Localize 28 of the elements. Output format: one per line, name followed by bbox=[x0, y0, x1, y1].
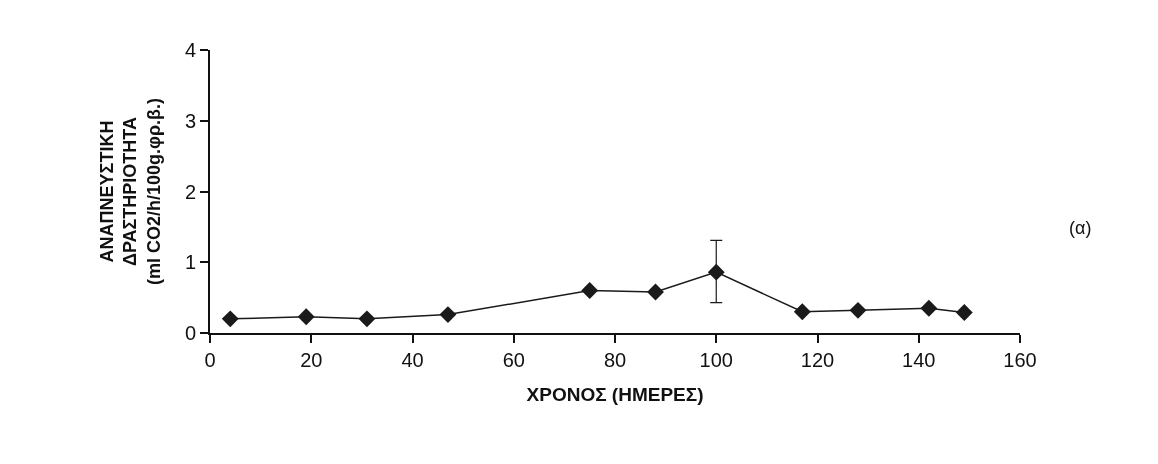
y-tick-label: 2 bbox=[184, 180, 196, 203]
point bbox=[358, 310, 376, 328]
point bbox=[221, 310, 239, 328]
point bbox=[707, 263, 725, 281]
y-tick-label: 3 bbox=[184, 109, 196, 132]
point bbox=[793, 303, 811, 321]
x-tick-label: 60 bbox=[502, 349, 525, 371]
x-tick-label: 140 bbox=[902, 349, 936, 371]
point bbox=[439, 306, 457, 324]
point bbox=[297, 308, 315, 326]
y-axis-title: ΑΝΑΠΝΕΥΣΤΙΚΗ ΔΡΑΣΤΗΡΙΟΤΗΤΑ (ml CO2/h/100g.φρ.β.) bbox=[96, 97, 164, 286]
x-tick-label: 80 bbox=[603, 349, 627, 371]
x-tick-label: 20 bbox=[300, 349, 323, 371]
x-axis-title: ΧΡΟΝΟΣ (ΗΜΕΡΕΣ) bbox=[526, 384, 704, 406]
point bbox=[849, 301, 867, 319]
point bbox=[581, 282, 599, 299]
x-tick-label: 160 bbox=[1003, 349, 1037, 371]
x-tick-label: 100 bbox=[699, 349, 733, 371]
point bbox=[920, 299, 938, 317]
text: (α) bbox=[1069, 218, 1092, 238]
x-tick-label: 0 bbox=[204, 349, 216, 371]
y-tick-label: 0 bbox=[184, 322, 196, 344]
y-tick-label: 1 bbox=[184, 251, 196, 274]
x-tick-label: 40 bbox=[401, 349, 424, 371]
point bbox=[955, 304, 973, 321]
x-tick-label: 120 bbox=[800, 349, 835, 371]
y-tick-label: 4 bbox=[184, 39, 196, 61]
point bbox=[647, 283, 664, 301]
